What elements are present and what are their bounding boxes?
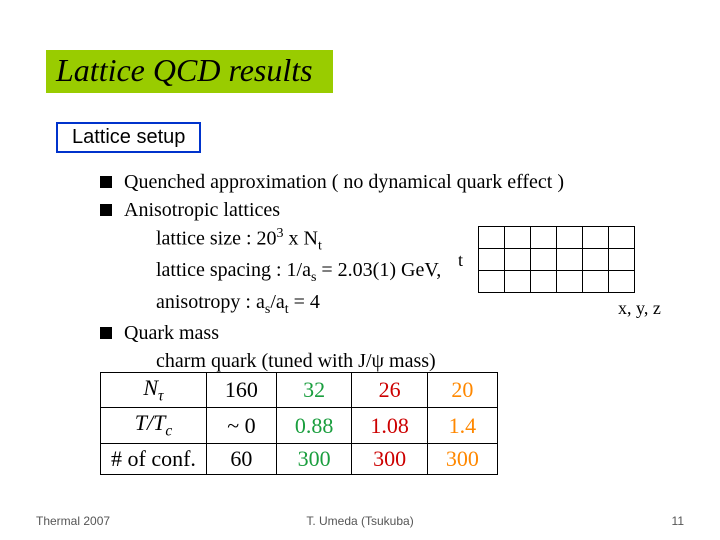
axis-t-label: t bbox=[458, 250, 463, 271]
subscript: t bbox=[318, 239, 322, 254]
table-cell: 60 bbox=[206, 443, 276, 474]
table-row: # of conf. 60 300 300 300 bbox=[101, 443, 498, 474]
table-cell: 160 bbox=[206, 373, 276, 408]
superscript: 3 bbox=[277, 226, 284, 241]
table-row: T/Tc ~ 0 0.88 1.08 1.4 bbox=[101, 408, 498, 443]
text: /a bbox=[270, 291, 284, 313]
text: lattice size : 20 bbox=[156, 228, 277, 250]
table-cell: ~ 0 bbox=[206, 408, 276, 443]
footer-left: Thermal 2007 bbox=[36, 514, 110, 528]
lattice-grid bbox=[478, 226, 634, 292]
table-cell: 1.08 bbox=[352, 408, 428, 443]
row-header: # of conf. bbox=[101, 443, 207, 474]
text: x N bbox=[284, 228, 318, 250]
footer-right: 11 bbox=[672, 514, 684, 528]
text: lattice spacing : 1/a bbox=[156, 259, 311, 281]
data-table: Nτ 160 32 26 20 T/Tc ~ 0 0.88 1.08 1.4 #… bbox=[100, 372, 498, 475]
text: = 2.03(1) GeV, bbox=[316, 259, 441, 281]
footer-center: T. Umeda (Tsukuba) bbox=[306, 514, 413, 528]
table-row: Nτ 160 32 26 20 bbox=[101, 373, 498, 408]
row-header: Nτ bbox=[101, 373, 207, 408]
section-label: Lattice setup bbox=[56, 122, 201, 153]
bullet-2c: anisotropy : as/at = 4 bbox=[100, 288, 564, 320]
text: = 4 bbox=[289, 291, 320, 313]
table-cell: 20 bbox=[427, 373, 497, 408]
slide: Lattice QCD results Lattice setup Quench… bbox=[0, 0, 720, 540]
slide-title: Lattice QCD results bbox=[46, 50, 333, 93]
table-cell: 32 bbox=[276, 373, 352, 408]
bullet-1: Quenched approximation ( no dynamical qu… bbox=[100, 168, 564, 196]
table-cell: 26 bbox=[352, 373, 428, 408]
axis-xyz-label: x, y, z bbox=[618, 298, 661, 319]
lattice-diagram: t x, y, z bbox=[478, 226, 634, 292]
text: anisotropy : a bbox=[156, 291, 265, 313]
table-cell: 300 bbox=[352, 443, 428, 474]
bullet-2: Anisotropic lattices bbox=[100, 196, 564, 224]
table-cell: 300 bbox=[427, 443, 497, 474]
row-header: T/Tc bbox=[101, 408, 207, 443]
table-cell: 1.4 bbox=[427, 408, 497, 443]
table-cell: 300 bbox=[276, 443, 352, 474]
table-cell: 0.88 bbox=[276, 408, 352, 443]
bullet-3: Quark mass bbox=[100, 319, 564, 347]
